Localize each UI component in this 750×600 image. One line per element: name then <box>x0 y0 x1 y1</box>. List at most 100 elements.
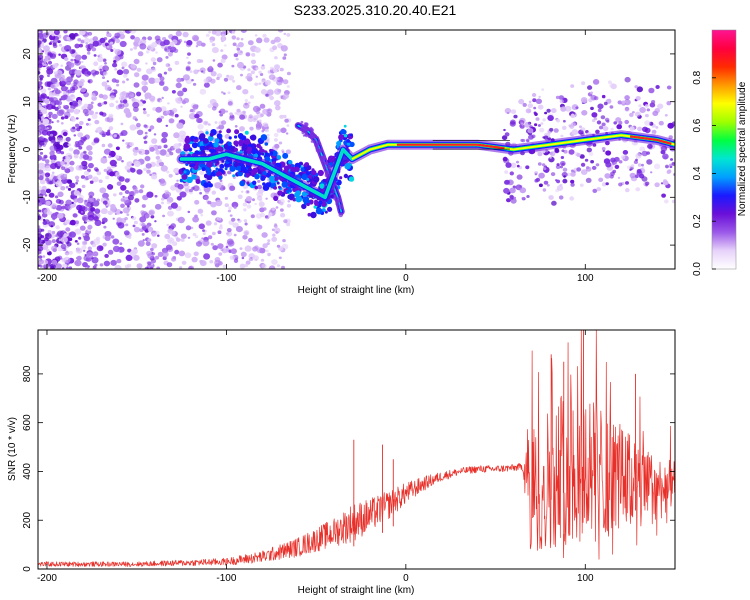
spectrogram-ridge-blob <box>218 175 223 180</box>
spectrogram-speckle <box>132 224 136 228</box>
spectrogram-speckle <box>639 146 646 152</box>
spectrogram-hook-blob <box>313 135 316 138</box>
spectrogram-speckle <box>65 185 69 189</box>
spectrogram-speckle <box>618 160 623 164</box>
spectrogram-speckle <box>73 134 77 137</box>
spectrogram-speckle <box>55 225 60 230</box>
spectrogram-speckle <box>154 203 162 210</box>
spectrogram-speckle <box>252 246 258 252</box>
spectrogram-hook-blob <box>310 132 313 135</box>
spectrogram-speckle <box>210 201 217 208</box>
spectrogram-speckle <box>595 163 600 167</box>
spectrogram-speckle <box>59 43 63 47</box>
spectrogram-speckle <box>146 191 154 198</box>
spectrogram-speckle <box>147 44 154 51</box>
spectrogram-speckle <box>81 184 86 189</box>
spectrogram-speckle <box>57 40 61 44</box>
spectrogram-speckle <box>155 155 161 160</box>
spectrogram-hook-blob <box>318 142 322 145</box>
spectrogram-speckle <box>265 93 269 97</box>
spectrogram-speckle <box>101 102 104 106</box>
spectrogram-speckle <box>235 257 239 261</box>
spectrogram-speckle <box>87 31 93 36</box>
spectrogram-speckle <box>44 98 50 104</box>
spectrogram-speckle <box>46 96 50 99</box>
spectrogram-speckle <box>580 162 586 167</box>
spectrogram-speckle <box>264 79 271 86</box>
spectrogram-ridge-blob <box>243 138 251 145</box>
spectrogram-speckle <box>68 108 75 113</box>
spectrogram-speckle <box>129 30 137 34</box>
spectrogram-speckle <box>48 92 55 98</box>
spectrogram-speckle <box>556 185 564 191</box>
spectrogram-speckle <box>556 163 560 167</box>
spectrogram-speckle <box>634 85 638 89</box>
spectrogram-speckle <box>569 196 575 201</box>
spectrogram-speckle <box>92 36 99 42</box>
spectrogram-speckle <box>48 111 53 116</box>
spectrogram-ridge-blob <box>208 135 214 142</box>
spectrogram-ridge-blob <box>262 170 267 176</box>
spectrogram-speckle <box>234 125 238 128</box>
spectrogram-speckle <box>49 53 57 59</box>
spectrogram-speckle <box>282 56 287 60</box>
spectrogram-speckle <box>144 131 148 135</box>
spectrogram-ridge-blob <box>201 167 206 172</box>
spectrogram-ridge-blob <box>186 176 193 184</box>
spectrogram-speckle <box>78 43 83 48</box>
spectrogram-ridge-blob <box>183 170 187 174</box>
spectrogram-speckle <box>55 263 62 269</box>
spectrogram-speckle <box>258 70 262 74</box>
spectrogram-speckle <box>116 69 124 76</box>
spectrogram-speckle <box>90 101 94 105</box>
spectrogram-speckle <box>40 94 45 99</box>
spectrogram-speckle <box>99 68 102 71</box>
spectrogram-speckle <box>283 80 289 85</box>
spectrogram-speckle <box>244 102 248 106</box>
spectrogram-speckle <box>151 138 158 144</box>
spectrogram-speckle <box>83 235 91 242</box>
spectrogram-speckle <box>68 250 73 255</box>
spectrogram-speckle <box>134 198 140 203</box>
spectrogram-ridge-blob <box>346 139 350 143</box>
spectrogram-speckle <box>142 108 146 111</box>
spectrogram-speckle <box>275 39 279 42</box>
spectrogram-speckle <box>156 266 160 269</box>
spectrogram-speckle <box>141 85 149 92</box>
spectrogram-speckle <box>126 145 131 149</box>
spectrogram-speckle <box>166 201 171 205</box>
spectrogram-ridge-blob <box>312 176 320 183</box>
spectrogram-speckle <box>136 67 142 72</box>
spectrogram-speckle <box>76 127 81 132</box>
spectrogram-speckle <box>167 102 170 105</box>
spectrogram-speckle <box>208 31 212 34</box>
spectrogram-ridge-blob <box>321 208 326 213</box>
spectrogram-speckle <box>635 153 642 159</box>
spectrogram-hook-blob <box>300 120 304 124</box>
spectrogram-speckle <box>144 96 148 100</box>
spectrogram-speckle <box>91 47 97 52</box>
spectrogram-speckle <box>541 88 545 91</box>
spectrogram-speckle <box>207 200 212 205</box>
spectrogram-speckle <box>246 190 249 193</box>
spectrogram-speckle <box>80 60 84 64</box>
spectrogram-speckle <box>157 145 162 149</box>
spectrogram-ridge-blob <box>306 165 312 171</box>
spectrogram-ridge-blob <box>259 146 263 150</box>
spectrogram-speckle <box>584 158 589 162</box>
spectrogram-speckle <box>130 35 136 40</box>
spectrogram-speckle <box>285 132 289 135</box>
spectrogram-speckle <box>40 189 46 195</box>
spectrogram-speckle <box>143 149 150 155</box>
spectrogram-speckle <box>171 257 177 262</box>
spectrogram-speckle <box>510 109 517 114</box>
spectrogram-speckle <box>194 199 200 205</box>
spectrogram-speckle <box>88 123 92 126</box>
spectrogram-speckle <box>51 113 58 120</box>
spectrogram-ridge-blob <box>343 173 349 179</box>
spectrogram-speckle <box>509 121 516 127</box>
spectrogram-speckle <box>112 217 115 220</box>
spectrogram-speckle <box>259 247 266 254</box>
spectrogram-speckle <box>276 264 280 268</box>
spectrogram-ridge-blob <box>191 174 197 180</box>
